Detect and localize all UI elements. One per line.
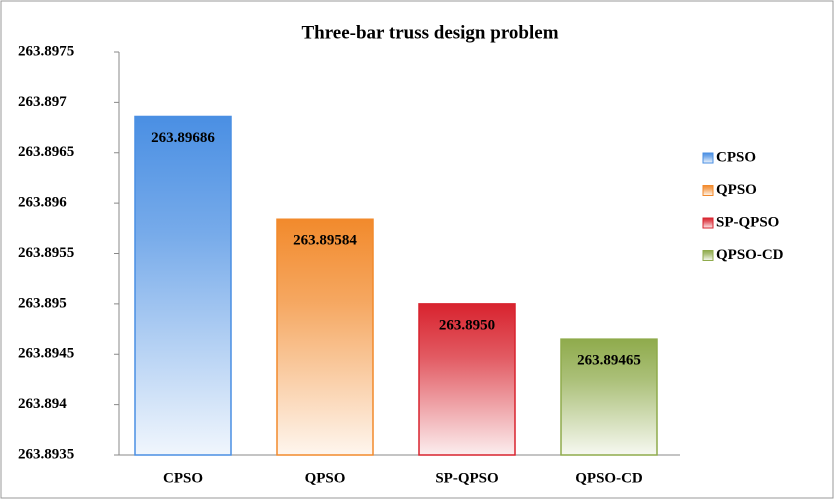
y-tick-label: 263.897 [18,94,67,110]
y-tick-label: 263.8975 [18,43,74,59]
bar [418,303,516,456]
y-tick-label: 263.8955 [18,245,74,261]
y-tick-label: 263.8965 [18,144,74,160]
legend-label: QPSO-CD [716,247,784,263]
x-tick-label: QPSO-CD [575,470,643,486]
x-tick-label: CPSO [163,470,203,486]
legend-swatch [702,152,714,164]
y-tick-label: 263.896 [18,195,67,211]
value-label: 263.89584 [293,233,357,249]
legend-label: CPSO [716,149,756,165]
legend-label: QPSO [716,182,757,198]
y-tick-label: 263.895 [18,295,67,311]
x-tick-label: QPSO [305,470,346,486]
y-tick-label: 263.894 [18,396,67,412]
x-tick-label: SP-QPSO [435,470,498,486]
bar [560,338,658,456]
legend-swatch [702,185,714,196]
y-tick-label: 263.8935 [18,446,74,462]
bar [276,218,374,456]
value-label: 263.8950 [439,317,495,333]
value-label: 263.89686 [151,130,215,146]
legend-swatch [702,250,714,261]
y-tick-label: 263.8945 [18,346,74,362]
bar [134,115,232,456]
chart-title: Three-bar truss design problem [301,22,558,43]
legend-label: SP-QPSO [716,214,779,230]
legend-swatch [702,217,714,229]
value-label: 263.89465 [577,353,641,369]
